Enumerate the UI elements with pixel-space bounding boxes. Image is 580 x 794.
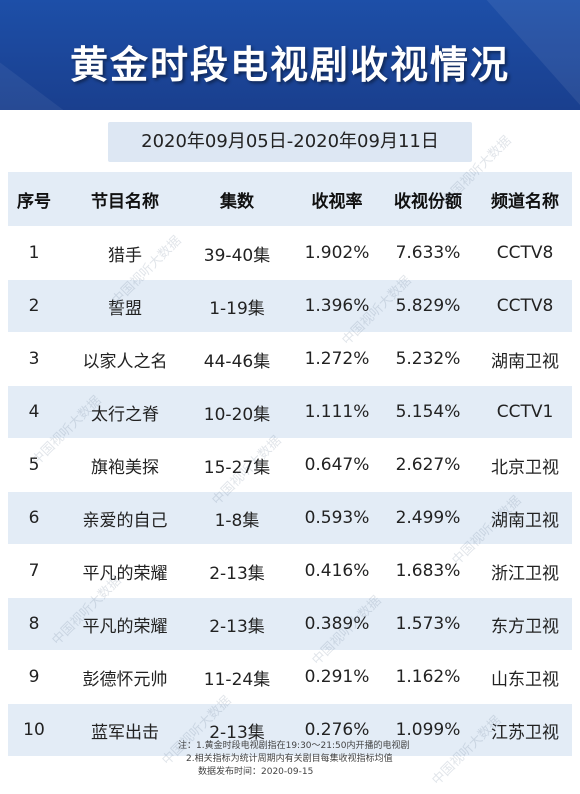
column-header-share: 收视份额 [394, 191, 462, 212]
share-cell: 5.829% [395, 296, 461, 316]
publish-date: 数据发布时间：2020-09-15 [198, 767, 314, 777]
table-row: 5 旗袍美探 15-27集 0.647% 2.627% 北京卫视 [8, 439, 572, 492]
episodes-cell: 2-13集 [209, 616, 265, 637]
program-name-cell: 旗袍美探 [91, 457, 159, 478]
rank-cell: 1 [28, 243, 40, 263]
ratings-table: 序号 节目名称 集数 收视率 收视份额 频道名称 1 猎手 39-40集 1.902%… [8, 172, 572, 757]
table-row: 1 猎手 39-40集 1.902% 7.633% CCTV8 [8, 227, 572, 280]
episodes-cell: 1-19集 [209, 298, 265, 319]
episodes-cell: 39-40集 [203, 245, 271, 266]
rating-cell: 1.272% [304, 349, 370, 369]
channel-cell: 江苏卫视 [491, 722, 559, 743]
share-cell: 7.633% [395, 243, 461, 263]
program-name-cell: 蓝军出击 [91, 722, 159, 743]
share-cell: 1.573% [395, 614, 461, 634]
page-title: 黄金时段电视剧收视情况 [69, 43, 510, 87]
table-row: 9 彭德怀元帅 11-24集 0.291% 1.162% 山东卫视 [8, 651, 572, 704]
table-row: 4 太行之脊 10-20集 1.111% 5.154% CCTV1 [8, 386, 572, 439]
column-header-rating: 收视率 [311, 191, 363, 212]
program-name-cell: 太行之脊 [91, 404, 159, 425]
episodes-cell: 1-8集 [214, 510, 260, 531]
table-row: 8 平凡的荣耀 2-13集 0.389% 1.573% 东方卫视 [8, 598, 572, 651]
table-row: 2 誓盟 1-19集 1.396% 5.829% CCTV8 [8, 280, 572, 333]
rank-cell: 4 [28, 402, 40, 422]
program-name-cell: 亲爱的自己 [82, 510, 168, 531]
table-row: 3 以家人之名 44-46集 1.272% 5.232% 湖南卫视 [8, 333, 572, 386]
channel-cell: 东方卫视 [491, 616, 559, 637]
rank-cell: 6 [28, 508, 40, 528]
channel-cell: 山东卫视 [491, 669, 559, 690]
rating-cell: 0.276% [304, 720, 370, 740]
program-name-cell: 平凡的荣耀 [82, 563, 168, 584]
program-name-cell: 彭德怀元帅 [82, 669, 168, 690]
rating-cell: 0.291% [304, 667, 370, 687]
episodes-cell: 2-13集 [209, 563, 265, 584]
banner-decoration [0, 40, 90, 110]
table-row: 10 蓝军出击 2-13集 0.276% 1.099% 江苏卫视 [8, 704, 572, 757]
channel-cell: CCTV1 [496, 402, 554, 422]
program-name-cell: 誓盟 [108, 298, 142, 319]
table-row: 6 亲爱的自己 1-8集 0.593% 2.499% 湖南卫视 [8, 492, 572, 545]
rating-cell: 1.902% [304, 243, 370, 263]
rating-cell: 0.389% [304, 614, 370, 634]
rating-cell: 1.396% [304, 296, 370, 316]
column-header-name: 节目名称 [91, 191, 159, 212]
rank-cell: 8 [28, 614, 40, 634]
channel-cell: CCTV8 [496, 296, 554, 316]
episodes-cell: 44-46集 [203, 351, 271, 372]
rank-cell: 7 [28, 561, 40, 581]
rating-cell: 0.647% [304, 455, 370, 475]
table-row: 7 平凡的荣耀 2-13集 0.416% 1.683% 浙江卫视 [8, 545, 572, 598]
episodes-cell: 2-13集 [209, 722, 265, 743]
column-header-rank: 序号 [17, 191, 51, 212]
channel-cell: 浙江卫视 [491, 563, 559, 584]
share-cell: 5.232% [395, 349, 461, 369]
column-header-episodes: 集数 [220, 191, 254, 212]
share-cell: 2.499% [395, 508, 461, 528]
date-range-label: 2020年09月05日-2020年09月11日 [108, 122, 472, 162]
program-name-cell: 以家人之名 [82, 351, 168, 372]
rank-cell: 5 [28, 455, 40, 475]
episodes-cell: 10-20集 [203, 404, 271, 425]
share-cell: 5.154% [395, 402, 461, 422]
rank-cell: 9 [28, 667, 40, 687]
table-header-row: 序号 节目名称 集数 收视率 收视份额 频道名称 [8, 172, 572, 227]
rating-cell: 0.416% [304, 561, 370, 581]
share-cell: 1.683% [395, 561, 461, 581]
banner-decoration [460, 0, 580, 110]
footnote: 注：1.黄金时段电视剧指在19:30～21:50内开播的电视剧 [178, 741, 410, 751]
episodes-cell: 11-24集 [203, 669, 271, 690]
channel-cell: CCTV8 [496, 243, 554, 263]
rating-cell: 1.111% [304, 402, 370, 422]
rank-cell: 10 [23, 720, 45, 740]
episodes-cell: 15-27集 [203, 457, 271, 478]
program-name-cell: 平凡的荣耀 [82, 616, 168, 637]
share-cell: 1.162% [395, 667, 461, 687]
rank-cell: 2 [28, 296, 40, 316]
channel-cell: 湖南卫视 [491, 351, 559, 372]
share-cell: 1.099% [395, 720, 461, 740]
rank-cell: 3 [28, 349, 40, 369]
footnote: 2.相关指标为统计周期内有关剧目每集收视指标均值 [186, 754, 393, 764]
channel-cell: 北京卫视 [491, 457, 559, 478]
program-name-cell: 猎手 [108, 245, 142, 266]
column-header-channel: 频道名称 [491, 191, 559, 212]
share-cell: 2.627% [395, 455, 461, 475]
title-banner: 黄金时段电视剧收视情况 [0, 0, 580, 110]
channel-cell: 湖南卫视 [491, 510, 559, 531]
rating-cell: 0.593% [304, 508, 370, 528]
